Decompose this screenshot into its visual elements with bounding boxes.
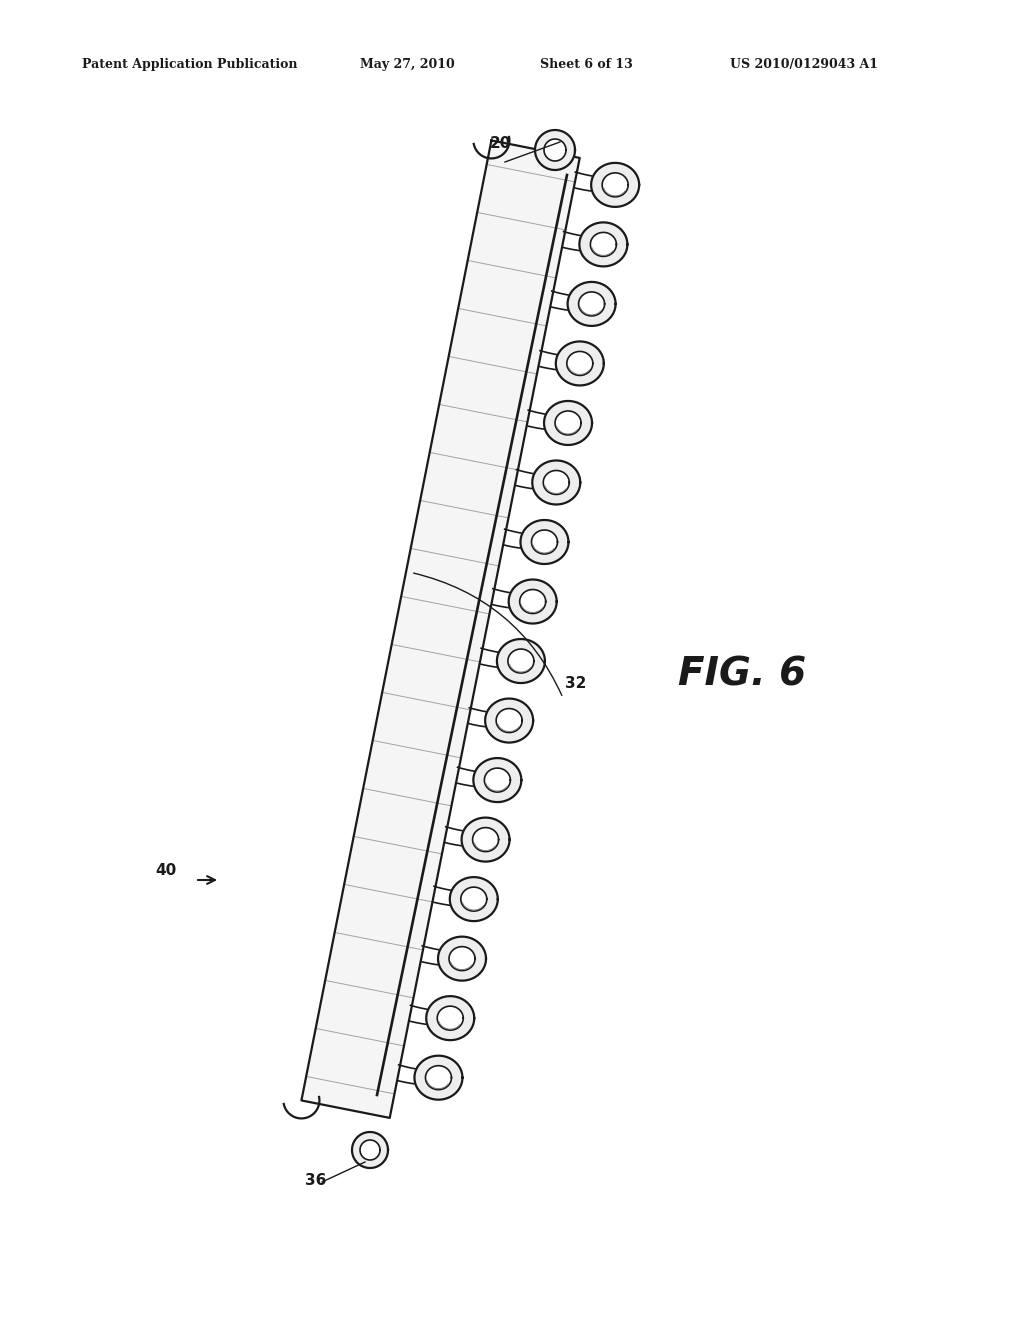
Polygon shape (579, 292, 604, 315)
Polygon shape (449, 946, 475, 970)
Polygon shape (425, 1065, 452, 1090)
Polygon shape (567, 282, 615, 326)
Text: FIG. 6: FIG. 6 (678, 655, 806, 693)
Text: 40: 40 (155, 863, 176, 878)
Polygon shape (461, 887, 486, 911)
Polygon shape (473, 828, 499, 851)
Polygon shape (484, 768, 510, 792)
Polygon shape (544, 470, 569, 495)
Polygon shape (438, 937, 486, 981)
Polygon shape (301, 140, 580, 1118)
Polygon shape (485, 698, 534, 743)
Polygon shape (591, 162, 639, 207)
Polygon shape (532, 461, 581, 504)
Polygon shape (555, 411, 581, 436)
Polygon shape (462, 817, 510, 862)
Polygon shape (415, 1056, 463, 1100)
Polygon shape (509, 579, 557, 623)
Text: May 27, 2010: May 27, 2010 (360, 58, 455, 71)
Polygon shape (450, 876, 498, 921)
Polygon shape (352, 1133, 388, 1168)
Text: 32: 32 (565, 676, 587, 690)
Polygon shape (535, 129, 575, 170)
Polygon shape (520, 520, 568, 564)
Polygon shape (544, 401, 592, 445)
Polygon shape (426, 997, 474, 1040)
Text: 20: 20 (490, 136, 511, 150)
Text: 36: 36 (305, 1173, 327, 1188)
Text: Sheet 6 of 13: Sheet 6 of 13 (540, 58, 633, 71)
Polygon shape (556, 342, 604, 385)
Polygon shape (497, 709, 522, 733)
Polygon shape (497, 639, 545, 682)
Polygon shape (520, 590, 546, 614)
Text: US 2010/0129043 A1: US 2010/0129043 A1 (730, 58, 878, 71)
Polygon shape (591, 232, 616, 256)
Polygon shape (544, 139, 566, 161)
Polygon shape (360, 1140, 380, 1160)
Polygon shape (602, 173, 628, 197)
Polygon shape (473, 758, 521, 803)
Polygon shape (531, 531, 557, 554)
Polygon shape (508, 649, 534, 673)
Polygon shape (580, 222, 628, 267)
Polygon shape (437, 1006, 463, 1030)
Text: Patent Application Publication: Patent Application Publication (82, 58, 298, 71)
Polygon shape (567, 351, 593, 375)
